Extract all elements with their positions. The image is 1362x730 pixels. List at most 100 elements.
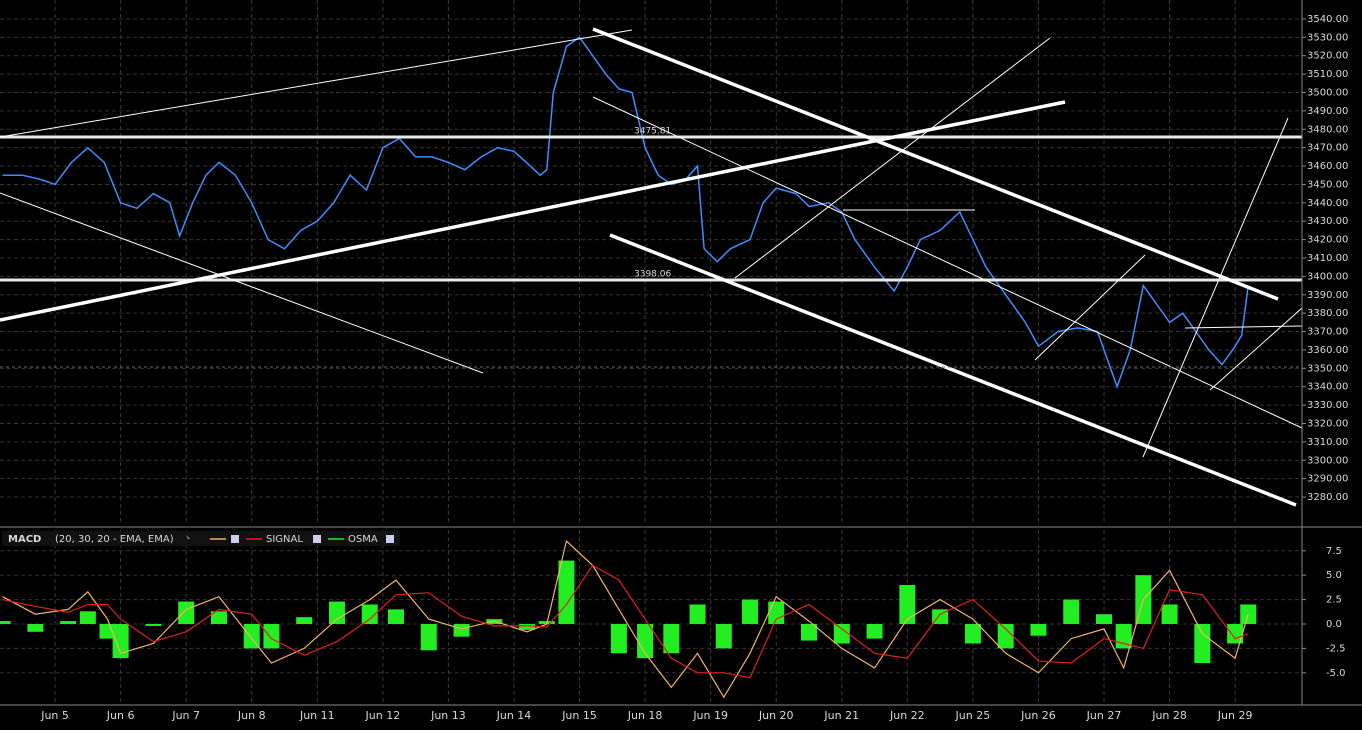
checkbox[interactable] xyxy=(313,535,321,543)
histogram-bar xyxy=(112,623,129,659)
histogram-bar xyxy=(361,604,378,624)
x-tick-label: Jun 19 xyxy=(692,709,728,722)
legend-label: SIGNAL xyxy=(266,534,303,545)
y-tick-label: 3420.00 xyxy=(1307,235,1348,246)
histogram-bar xyxy=(997,623,1014,649)
histogram-bar xyxy=(663,623,680,654)
y-tick-label: 0.0 xyxy=(1326,619,1342,630)
y-tick-label: 3440.00 xyxy=(1307,198,1348,209)
histogram-bar xyxy=(741,599,758,624)
trend-line xyxy=(1142,117,1289,458)
y-tick-label: 3300.00 xyxy=(1307,455,1348,466)
histogram-bar xyxy=(610,623,627,654)
checkbox[interactable] xyxy=(386,535,394,543)
histogram-bar xyxy=(145,623,162,626)
x-tick-label: Jun 22 xyxy=(889,709,925,722)
price-line xyxy=(2,36,1249,389)
x-tick-label: Jun 13 xyxy=(430,709,466,722)
histogram-bar xyxy=(964,623,981,644)
y-tick-label: 3310.00 xyxy=(1307,437,1348,448)
x-tick-label: Jun 8 xyxy=(237,709,266,722)
x-tick-label: Jun 29 xyxy=(1217,709,1253,722)
histogram-bar xyxy=(296,617,313,624)
y-tick-label: 3490.00 xyxy=(1307,106,1348,117)
y-tick-label: 5.0 xyxy=(1326,570,1342,581)
y-tick-label: 3480.00 xyxy=(1307,124,1348,135)
grid xyxy=(0,0,1302,705)
histogram-bar xyxy=(1161,604,1178,624)
x-tick-label: Jun 20 xyxy=(758,709,794,722)
histogram-bar xyxy=(387,609,404,624)
x-tick-label: Jun 12 xyxy=(365,709,401,722)
histogram-bar xyxy=(79,611,96,624)
y-tick-label: 3390.00 xyxy=(1307,290,1348,301)
plot: 3475.81 3398.06 xyxy=(0,36,1302,699)
y-tick-label: 3380.00 xyxy=(1307,308,1348,319)
y-tick-label: -2.5 xyxy=(1326,643,1346,654)
trend-line xyxy=(592,96,1303,429)
y-tick-label: 3500.00 xyxy=(1307,87,1348,98)
trend-line xyxy=(0,100,1066,322)
histogram-bar xyxy=(210,611,227,624)
x-tick-label: Jun 25 xyxy=(955,709,991,722)
legend-box xyxy=(2,531,400,546)
x-tick-label: Jun 18 xyxy=(627,709,663,722)
x-tick-label: Jun 7 xyxy=(171,709,200,722)
y-tick-label: 3280.00 xyxy=(1307,492,1348,503)
x-tick-label: Jun 15 xyxy=(561,709,597,722)
x-tick-label: Jun 5 xyxy=(40,709,69,722)
y-tick-label: 3340.00 xyxy=(1307,382,1348,393)
y-tick-label: 3320.00 xyxy=(1307,418,1348,429)
y-tick-label: 3520.00 xyxy=(1307,51,1348,62)
x-tick-label: Jun 27 xyxy=(1086,709,1122,722)
trend-line xyxy=(0,29,633,138)
horizontal-line-label: 3398.06 xyxy=(634,269,671,279)
histogram-bar xyxy=(328,601,345,624)
y-tick-label: 3460.00 xyxy=(1307,161,1348,172)
y-tick-label: 3350.00 xyxy=(1307,363,1348,374)
histogram-bar xyxy=(263,623,280,649)
trend-line xyxy=(1209,307,1303,391)
legend-subtitle: (20, 30, 20 - EMA, EMA) xyxy=(55,534,174,545)
y-tick-label: -5.0 xyxy=(1326,668,1346,679)
histogram-bar xyxy=(1096,614,1113,624)
icon xyxy=(186,535,190,539)
indicator-line xyxy=(2,564,1249,679)
histogram-bar xyxy=(715,623,732,649)
histogram-bar xyxy=(558,560,575,624)
x-tick-label: Jun 21 xyxy=(823,709,859,722)
x-tick-label: Jun 11 xyxy=(299,709,335,722)
y-tick-label: 3290.00 xyxy=(1307,474,1348,485)
legend: MACD (20, 30, 20 - EMA, EMA) SIGNAL OSMA xyxy=(2,531,400,546)
y-tick-label: 7.5 xyxy=(1326,546,1342,557)
legend-title: MACD xyxy=(8,534,41,545)
histogram-bar xyxy=(768,601,785,624)
x-tick-label: Jun 28 xyxy=(1151,709,1187,722)
y-tick-label: 3530.00 xyxy=(1307,32,1348,43)
trend-line xyxy=(592,27,1279,301)
x-tick-label: Jun 26 xyxy=(1020,709,1056,722)
legend-label: OSMA xyxy=(348,534,378,545)
histogram-bar xyxy=(833,623,850,644)
y-tick-label: 2.5 xyxy=(1326,595,1342,606)
histogram-bar xyxy=(60,621,77,624)
histogram-bar xyxy=(899,584,916,624)
histogram-bar xyxy=(420,623,437,651)
histogram-bar xyxy=(0,621,11,624)
trend-lines xyxy=(0,27,1303,507)
histogram-bar xyxy=(243,623,260,649)
histogram-bar xyxy=(453,623,470,637)
trend-line xyxy=(1034,254,1146,361)
histogram-bar xyxy=(1063,599,1080,624)
histogram-bar xyxy=(1227,623,1244,644)
histogram-bar xyxy=(519,623,536,630)
y-tick-label: 3360.00 xyxy=(1307,345,1348,356)
y-tick-label: 3540.00 xyxy=(1307,14,1348,25)
histogram-bar xyxy=(27,623,44,632)
y-tick-label: 3450.00 xyxy=(1307,179,1348,190)
y-tick-label: 3400.00 xyxy=(1307,271,1348,282)
checkbox[interactable] xyxy=(231,535,239,543)
x-tick-label: Jun 6 xyxy=(106,709,135,722)
